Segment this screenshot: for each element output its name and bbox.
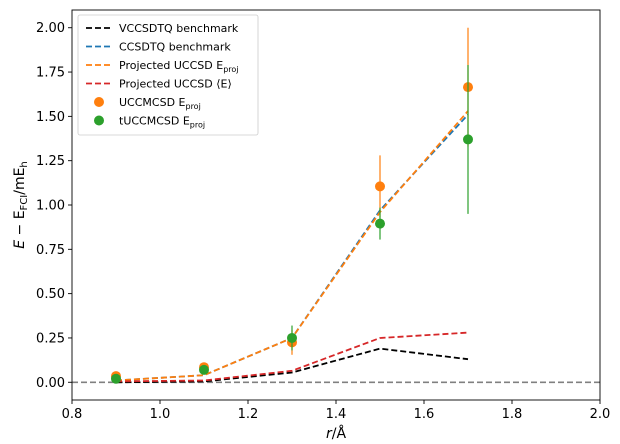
- y-tick-label: 0.50: [36, 287, 65, 302]
- legend-items: VCCSDTQ benchmark CCSDTQ benchmark Project…: [86, 22, 239, 130]
- x-tick-label: 2.0: [590, 407, 611, 422]
- y-tick-label: 1.25: [36, 154, 65, 169]
- x-tick-label: 1.4: [326, 407, 347, 422]
- legend-frame: [77, 14, 259, 136]
- legend-marker-swatch: [94, 115, 104, 126]
- x-tick-label: 1.2: [238, 407, 259, 422]
- legend-marker-swatch: [94, 97, 104, 107]
- plot-layer: [72, 27, 600, 384]
- y-tick-label: 2.00: [36, 21, 65, 36]
- data-point: [199, 364, 209, 375]
- data-point: [463, 134, 473, 145]
- y-tick-label: 0.00: [36, 376, 65, 391]
- data-point: [111, 373, 121, 384]
- legend-label: tUCCMCSD Eproj: [119, 115, 205, 130]
- data-point: [287, 332, 297, 343]
- x-tick-label: 0.8: [62, 407, 83, 422]
- x-tick-label: 1.8: [502, 407, 523, 422]
- series-line-4: [115, 331, 469, 383]
- legend-label: VCCSDTQ benchmark: [119, 22, 239, 35]
- y-tick-label: 1.00: [36, 199, 65, 214]
- axes-layer: 0.8 1.0 1.2 1.4 1.6 1.8 2.0 0.00 0.25 0.50 0.75 1.0…: [36, 21, 610, 422]
- y-tick-label: 1.50: [36, 110, 65, 125]
- x-tick-label: 1.6: [414, 407, 435, 422]
- legend-label: Projected UCCSD ⟨E⟩: [119, 78, 232, 91]
- y-tick-label: 0.25: [36, 331, 65, 346]
- data-point: [375, 218, 385, 229]
- legend: VCCSDTQ benchmark CCSDTQ benchmark Project…: [77, 14, 259, 136]
- legend-label: UCCMCSD Eproj: [119, 96, 201, 111]
- x-tick-label: 1.0: [150, 407, 171, 422]
- data-point: [375, 181, 385, 192]
- y-axis-label: E − EFCI/mEh: [12, 161, 30, 249]
- y-tick-label: 0.75: [36, 243, 65, 258]
- legend-label: Projected UCCSD Eproj: [119, 59, 239, 74]
- x-axis-label: r/Å: [326, 425, 346, 442]
- y-tick-label: 1.75: [36, 66, 65, 81]
- legend-label: CCSDTQ benchmark: [119, 41, 231, 54]
